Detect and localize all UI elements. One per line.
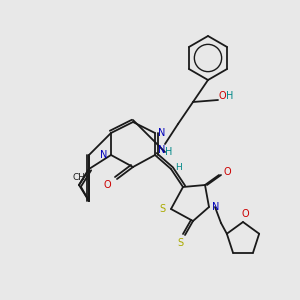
- Text: S: S: [177, 238, 183, 248]
- Text: O: O: [103, 180, 111, 190]
- Text: H: H: [226, 91, 234, 101]
- Text: O: O: [223, 167, 231, 177]
- Text: CH₃: CH₃: [73, 173, 89, 182]
- Text: H: H: [165, 147, 173, 157]
- Text: N: N: [158, 145, 166, 155]
- Text: H: H: [175, 163, 182, 172]
- Text: N: N: [100, 150, 108, 160]
- Text: S: S: [159, 204, 165, 214]
- Text: N: N: [212, 202, 220, 212]
- Text: O: O: [241, 209, 249, 219]
- Text: O: O: [218, 91, 226, 101]
- Text: N: N: [158, 128, 166, 138]
